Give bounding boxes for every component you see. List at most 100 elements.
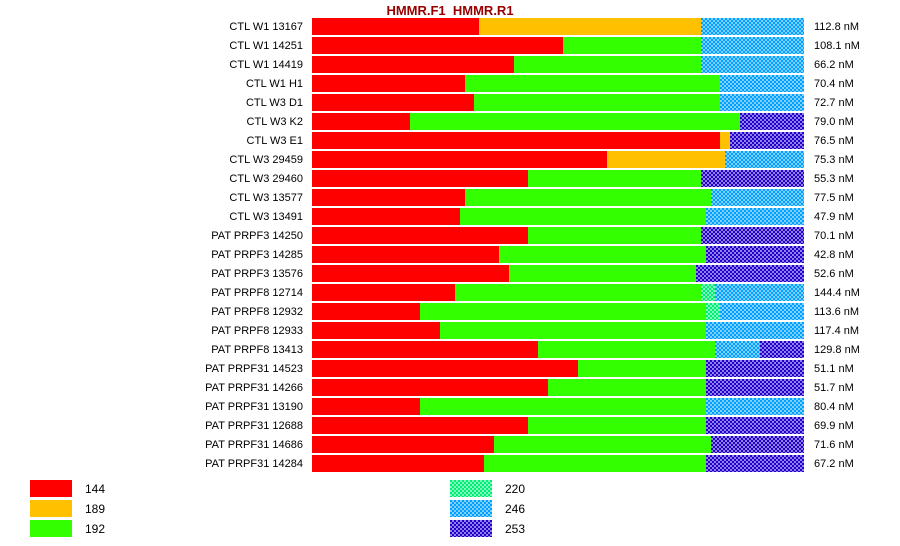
legend-item-246: 246: [450, 500, 525, 517]
bar-segment-189: [479, 18, 701, 35]
row-label: CTL W3 29460: [229, 172, 303, 185]
stacked-bar: [312, 322, 804, 339]
row-value: 51.1 nM: [814, 362, 854, 375]
row-value: 67.2 nM: [814, 457, 854, 470]
bar-segment-144: [312, 151, 608, 168]
chart-row: PAT PRPF3 14250 70.1 nM: [0, 226, 900, 245]
row-value: 52.6 nM: [814, 267, 854, 280]
stacked-bar: [312, 56, 804, 73]
row-value: 72.7 nM: [814, 96, 854, 109]
legend-swatch-189: [30, 500, 72, 517]
row-label: CTL W3 13577: [229, 191, 303, 204]
bar-segment-144: [312, 417, 529, 434]
bar-segment-144: [312, 189, 465, 206]
legend-left: 144 189 192: [30, 480, 105, 540]
row-label: PAT PRPF31 14523: [205, 362, 303, 375]
stacked-bar: [312, 436, 804, 453]
bar-segment-246: [710, 189, 804, 206]
row-label: PAT PRPF8 12933: [211, 324, 303, 337]
bar-segment-246: [715, 341, 760, 358]
bar-segment-192: [474, 94, 721, 111]
legend-label: 246: [505, 501, 526, 516]
row-label: PAT PRPF31 12688: [205, 419, 303, 432]
stacked-bar: [312, 18, 804, 35]
legend-item-220: 220: [450, 480, 525, 497]
bar-segment-192: [420, 398, 706, 415]
row-value: 80.4 nM: [814, 400, 854, 413]
bar-segment-192: [464, 75, 721, 92]
chart-row: CTL W3 29460 55.3 nM: [0, 169, 900, 188]
legend-swatch-246: [450, 500, 492, 517]
bar-segment-144: [312, 436, 495, 453]
row-value: 112.8 nM: [814, 20, 860, 33]
row-value: 55.3 nM: [814, 172, 854, 185]
row-value: 42.8 nM: [814, 248, 854, 261]
row-value: 71.6 nM: [814, 438, 854, 451]
row-value: 70.4 nM: [814, 77, 854, 90]
bar-segment-192: [548, 379, 706, 396]
row-value: 66.2 nM: [814, 58, 854, 71]
chart-row: PAT PRPF31 14266 51.7 nM: [0, 378, 900, 397]
stacked-bar: [312, 417, 804, 434]
legend-label: 220: [505, 481, 526, 496]
bar-segment-246: [720, 303, 804, 320]
row-label: CTL W3 29459: [229, 153, 303, 166]
stacked-bar: [312, 170, 804, 187]
bar-segment-253: [759, 341, 804, 358]
bar-segment-192: [513, 56, 701, 73]
bar-segment-144: [312, 360, 578, 377]
stacked-bar: [312, 398, 804, 415]
plot-area: CTL W1 13167 112.8 nM CTL W1 14251 108.1 nM…: [0, 17, 900, 473]
chart-row: CTL W3 13491 47.9 nM: [0, 207, 900, 226]
stacked-bar: [312, 37, 804, 54]
chart-row: CTL W3 K2 79.0 nM: [0, 112, 900, 131]
stacked-bar: [312, 379, 804, 396]
chart-row: PAT PRPF31 14686 71.6 nM: [0, 435, 900, 454]
row-value: 117.4 nM: [814, 324, 860, 337]
legend-right: 220 246 253: [450, 480, 525, 540]
stacked-bar: [312, 284, 804, 301]
bar-segment-144: [312, 94, 475, 111]
row-value: 69.9 nM: [814, 419, 854, 432]
bar-segment-144: [312, 56, 514, 73]
bar-segment-189: [720, 132, 731, 149]
bar-segment-192: [459, 208, 706, 225]
row-label: PAT PRPF3 14285: [211, 248, 303, 261]
legend-swatch-253: [450, 520, 492, 537]
bar-segment-192: [454, 284, 701, 301]
chart-row: CTL W3 13577 77.5 nM: [0, 188, 900, 207]
row-label: PAT PRPF8 13413: [211, 343, 303, 356]
bar-segment-246: [725, 151, 804, 168]
bar-segment-192: [464, 189, 711, 206]
stacked-bar: [312, 94, 804, 111]
bar-segment-144: [312, 379, 549, 396]
chart-row: PAT PRPF31 12688 69.9 nM: [0, 416, 900, 435]
row-label: PAT PRPF8 12932: [211, 305, 303, 318]
chart-row: PAT PRPF31 14284 67.2 nM: [0, 454, 900, 473]
legend-item-189: 189: [30, 500, 105, 517]
stacked-bar: [312, 227, 804, 244]
bar-segment-246: [705, 322, 804, 339]
row-value: 70.1 nM: [814, 229, 854, 242]
row-label: CTL W3 E1: [246, 134, 303, 147]
bar-segment-253: [705, 246, 804, 263]
chart-row: PAT PRPF3 14285 42.8 nM: [0, 245, 900, 264]
bar-segment-144: [312, 398, 421, 415]
chart-row: PAT PRPF8 13413 129.8 nM: [0, 340, 900, 359]
stacked-bar: [312, 303, 804, 320]
row-label: CTL W3 K2: [246, 115, 303, 128]
legend-item-253: 253: [450, 520, 525, 537]
chart-row: CTL W3 D1 72.7 nM: [0, 93, 900, 112]
row-value: 108.1 nM: [814, 39, 860, 52]
legend-label: 189: [85, 501, 106, 516]
bar-segment-253: [705, 455, 804, 472]
row-value: 51.7 nM: [814, 381, 854, 394]
chart-row: CTL W1 13167 112.8 nM: [0, 17, 900, 36]
chart-row: CTL W1 14419 66.2 nM: [0, 55, 900, 74]
chart-row: CTL W1 H1 70.4 nM: [0, 74, 900, 93]
stacked-bar: [312, 455, 804, 472]
row-label: PAT PRPF31 14284: [205, 457, 303, 470]
bar-segment-144: [312, 341, 539, 358]
row-label: CTL W1 13167: [229, 20, 303, 33]
